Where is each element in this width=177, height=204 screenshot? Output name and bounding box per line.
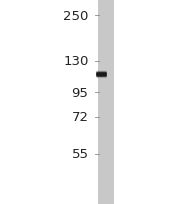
Bar [98,0,114,204]
Text: 55: 55 [72,147,88,161]
Text: 72: 72 [72,111,88,124]
Text: 95: 95 [72,86,88,99]
Text: 130: 130 [63,55,88,68]
Text: 250: 250 [63,10,88,23]
